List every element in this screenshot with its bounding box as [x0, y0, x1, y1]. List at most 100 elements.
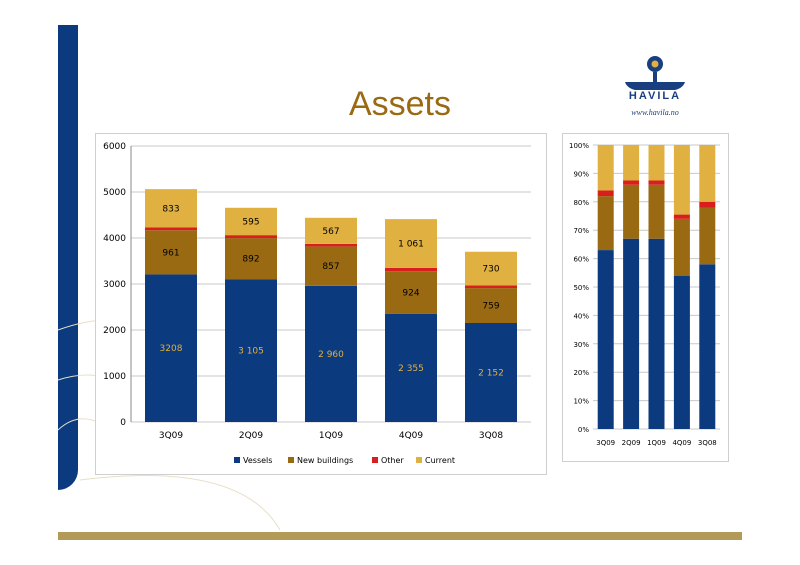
bar-segment-new_buildings: [623, 184, 640, 239]
y-tick-label: 6000: [103, 142, 126, 152]
y-tick-label: 0: [120, 418, 126, 428]
data-label: 595: [242, 217, 259, 227]
bar-segment-new_buildings: [673, 218, 690, 276]
bar-segment-other: [305, 243, 357, 247]
legend-label: New buildings: [297, 456, 353, 465]
bar-segment-other: [623, 180, 640, 185]
bar-segment-current: [385, 219, 437, 268]
x-tick-label: 1Q09: [647, 439, 666, 447]
legend: Vessels New buildings Other Current: [234, 456, 455, 465]
x-tick-label: 3Q08: [698, 439, 717, 447]
bar-segment-other: [145, 227, 197, 231]
data-label: 833: [162, 204, 179, 214]
assets-percent-bar-chart: 0% 10% 20% 30% 40% 50% 60% 70% 80% 90% 100% 3Q09 2Q0…: [569, 142, 720, 447]
y-tick-label: 100%: [569, 142, 589, 150]
y-tick-label: 90%: [573, 170, 589, 178]
legend-swatch-vessels: [234, 457, 240, 463]
bar-segment-current: [648, 145, 665, 181]
y-tick-label: 70%: [573, 227, 589, 235]
bar-segment-current: [597, 145, 614, 191]
x-tick-label: 4Q09: [672, 439, 691, 447]
data-label: 961: [162, 248, 179, 258]
bar-segment-new_buildings: [385, 271, 437, 314]
x-tick-label: 3Q08: [479, 431, 504, 441]
bar-segment-other: [385, 267, 437, 272]
x-tick-label: 3Q09: [596, 439, 615, 447]
y-tick-label: 2000: [103, 326, 126, 336]
bar-segment-vessels: [385, 313, 437, 422]
bar-segment-other: [699, 201, 716, 208]
bar-segment-vessels: [225, 279, 277, 422]
bar-segment-current: [699, 145, 716, 202]
bar-segment-other: [597, 190, 614, 197]
bar-segment-new_buildings: [305, 246, 357, 286]
y-tick-label: 40%: [573, 312, 589, 320]
y-tick-label: 5000: [103, 188, 126, 198]
data-label: 730: [482, 265, 499, 275]
data-label: 2 152: [478, 369, 504, 379]
assets-percent-chart-panel: 0% 10% 20% 30% 40% 50% 60% 70% 80% 90% 100% 3Q09 2Q0…: [562, 133, 729, 462]
bar-segment-vessels: [465, 323, 517, 422]
y-tick-label: 20%: [573, 369, 589, 377]
legend-swatch-current: [416, 457, 422, 463]
x-tick-label: 3Q09: [159, 431, 184, 441]
data-label: 759: [482, 302, 499, 312]
logo-wordmark: HAVILA: [628, 90, 682, 102]
havila-logo-icon: [625, 56, 685, 90]
bar-segment-current: [225, 207, 277, 236]
bar-segment-vessels: [145, 274, 197, 422]
footer-bar: [58, 532, 742, 540]
assets-stacked-bar-chart: 0 1000 2000 3000 4000 5000 6000 3208 961 833 3Q09 3…: [103, 142, 531, 465]
bar-segment-new_buildings: [597, 196, 614, 251]
y-tick-label: 30%: [573, 341, 589, 349]
page-title: Assets: [348, 85, 452, 123]
data-label: 2 355: [398, 364, 424, 374]
data-label: 892: [242, 255, 259, 265]
y-tick-label: 1000: [103, 372, 126, 382]
bar-segment-vessels: [673, 275, 690, 429]
y-tick-label: 50%: [573, 284, 589, 292]
bar-segment-current: [623, 145, 640, 181]
data-label: 1 061: [398, 240, 424, 250]
bar-segment-vessels: [597, 250, 614, 429]
bar-segment-vessels: [648, 238, 665, 429]
legend-swatch-new_buildings: [288, 457, 294, 463]
bar-segment-new_buildings: [225, 238, 277, 280]
data-label: 3208: [160, 344, 183, 354]
bar-segment-vessels: [623, 238, 640, 429]
data-label: 924: [402, 288, 419, 298]
bar-segment-other: [465, 285, 517, 289]
bar-segment-vessels: [305, 285, 357, 422]
bar-segment-other: [673, 214, 690, 219]
x-tick-label: 4Q09: [399, 431, 424, 441]
bar-segment-vessels: [699, 264, 716, 429]
bar-segment-new_buildings: [465, 288, 517, 324]
left-accent-band: [58, 25, 78, 490]
bar-segment-other: [648, 180, 665, 185]
assets-chart-panel: 0 1000 2000 3000 4000 5000 6000 3208 961 833 3Q09 3…: [95, 133, 547, 475]
data-label: 2 960: [318, 350, 344, 360]
y-tick-label: 4000: [103, 234, 126, 244]
bar-segment-current: [305, 217, 357, 244]
x-tick-label: 2Q09: [239, 431, 264, 441]
data-label: 3 105: [238, 347, 264, 357]
bar-segment-current: [145, 189, 197, 228]
legend-swatch-other: [372, 457, 378, 463]
legend-label: Vessels: [243, 456, 272, 465]
bar-segment-new_buildings: [699, 207, 716, 265]
data-label: 567: [322, 227, 339, 237]
y-tick-label: 3000: [103, 280, 126, 290]
y-tick-label: 0%: [578, 426, 589, 434]
data-label: 857: [322, 262, 339, 272]
bar-segment-new_buildings: [648, 184, 665, 239]
bar-segment-new_buildings: [145, 230, 197, 275]
bar-segment-current: [673, 145, 690, 215]
y-tick-label: 10%: [573, 398, 589, 406]
x-tick-label: 1Q09: [319, 431, 344, 441]
y-tick-label: 60%: [573, 256, 589, 264]
logo-url: www.havila.no: [631, 108, 679, 117]
bar-segment-other: [225, 235, 277, 239]
legend-label: Current: [425, 456, 455, 465]
x-tick-label: 2Q09: [622, 439, 641, 447]
legend-label: Other: [381, 456, 404, 465]
